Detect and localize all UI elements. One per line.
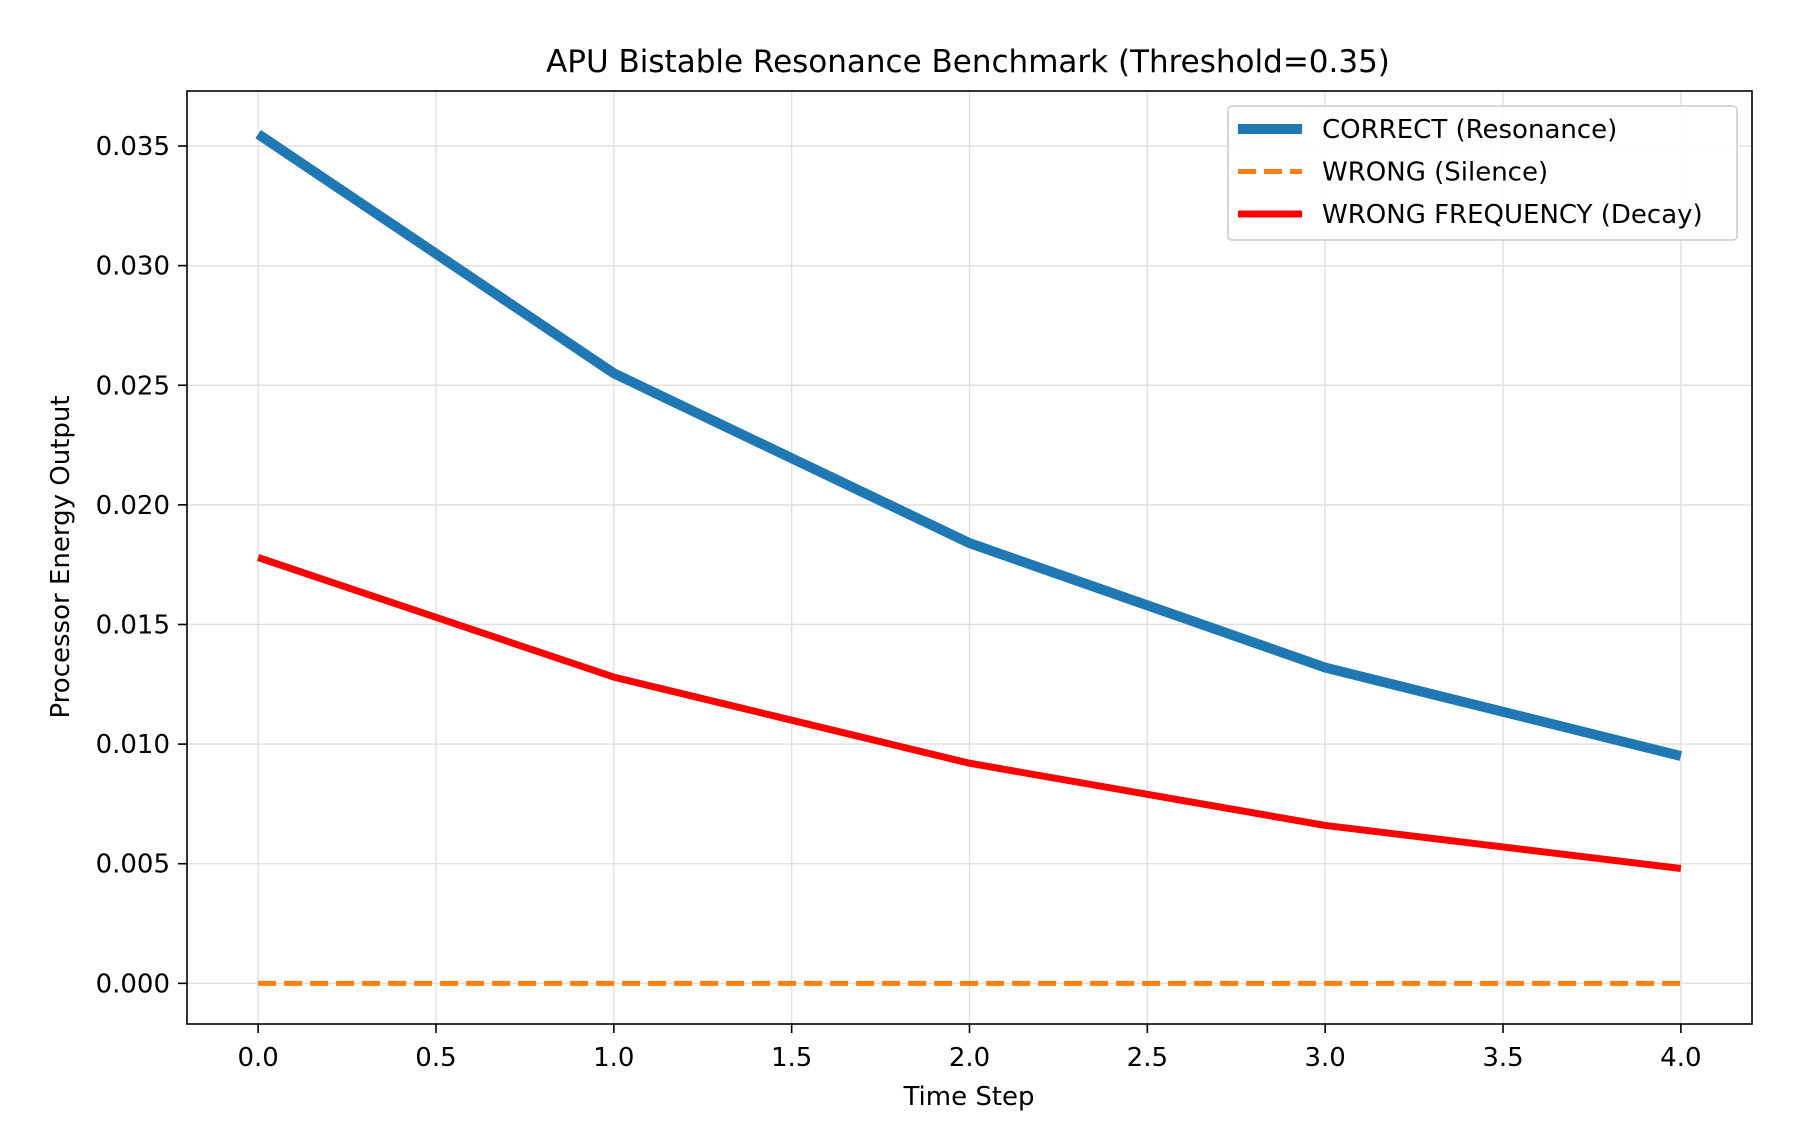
y-tick-label: 0.005 xyxy=(96,850,170,880)
legend: CORRECT (Resonance) WRONG (Silence) WRONG … xyxy=(1227,105,1738,241)
x-axis-title: Time Step xyxy=(902,1082,1034,1112)
x-tick-label: 1.0 xyxy=(593,1043,634,1073)
x-tick-label: 0.0 xyxy=(237,1043,278,1073)
x-tick-label: 3.5 xyxy=(1482,1043,1523,1073)
y-tick-label: 0.015 xyxy=(96,610,170,640)
y-tick-label: 0.025 xyxy=(96,371,170,401)
chart-title: APU Bistable Resonance Benchmark (Thresh… xyxy=(546,44,1390,80)
series-line-1 xyxy=(255,129,1683,761)
x-tick-label: 0.5 xyxy=(415,1043,456,1073)
x-tick-label: 2.5 xyxy=(1127,1043,1168,1073)
y-tick-label: 0.010 xyxy=(96,730,170,760)
y-axis-title: Processor Energy Output xyxy=(46,395,76,718)
x-tick-label: 2.0 xyxy=(949,1043,990,1073)
y-tick-label: 0.030 xyxy=(96,252,170,282)
legend-box xyxy=(1227,105,1738,241)
y-tick-label: 0.020 xyxy=(96,491,170,521)
x-tick-label: 3.0 xyxy=(1305,1043,1346,1073)
series-layer xyxy=(255,129,1683,986)
legend-label-2: WRONG (Silence) xyxy=(1322,158,1548,188)
x-tick-label: 1.5 xyxy=(771,1043,812,1073)
legend-label-1: CORRECT (Resonance) xyxy=(1322,115,1617,145)
axis-ticks: 0.0 0.5 1.0 1.5 2.0 2.5 3.0 3.5 4.0 0.000 0.005 0.0… xyxy=(96,132,1702,1073)
legend-label-3: WRONG FREQUENCY (Decay) xyxy=(1322,200,1703,230)
y-tick-label: 0.000 xyxy=(96,969,170,999)
y-tick-label: 0.035 xyxy=(96,132,170,162)
x-tick-label: 4.0 xyxy=(1660,1043,1701,1073)
series-line-3 xyxy=(257,554,1682,872)
